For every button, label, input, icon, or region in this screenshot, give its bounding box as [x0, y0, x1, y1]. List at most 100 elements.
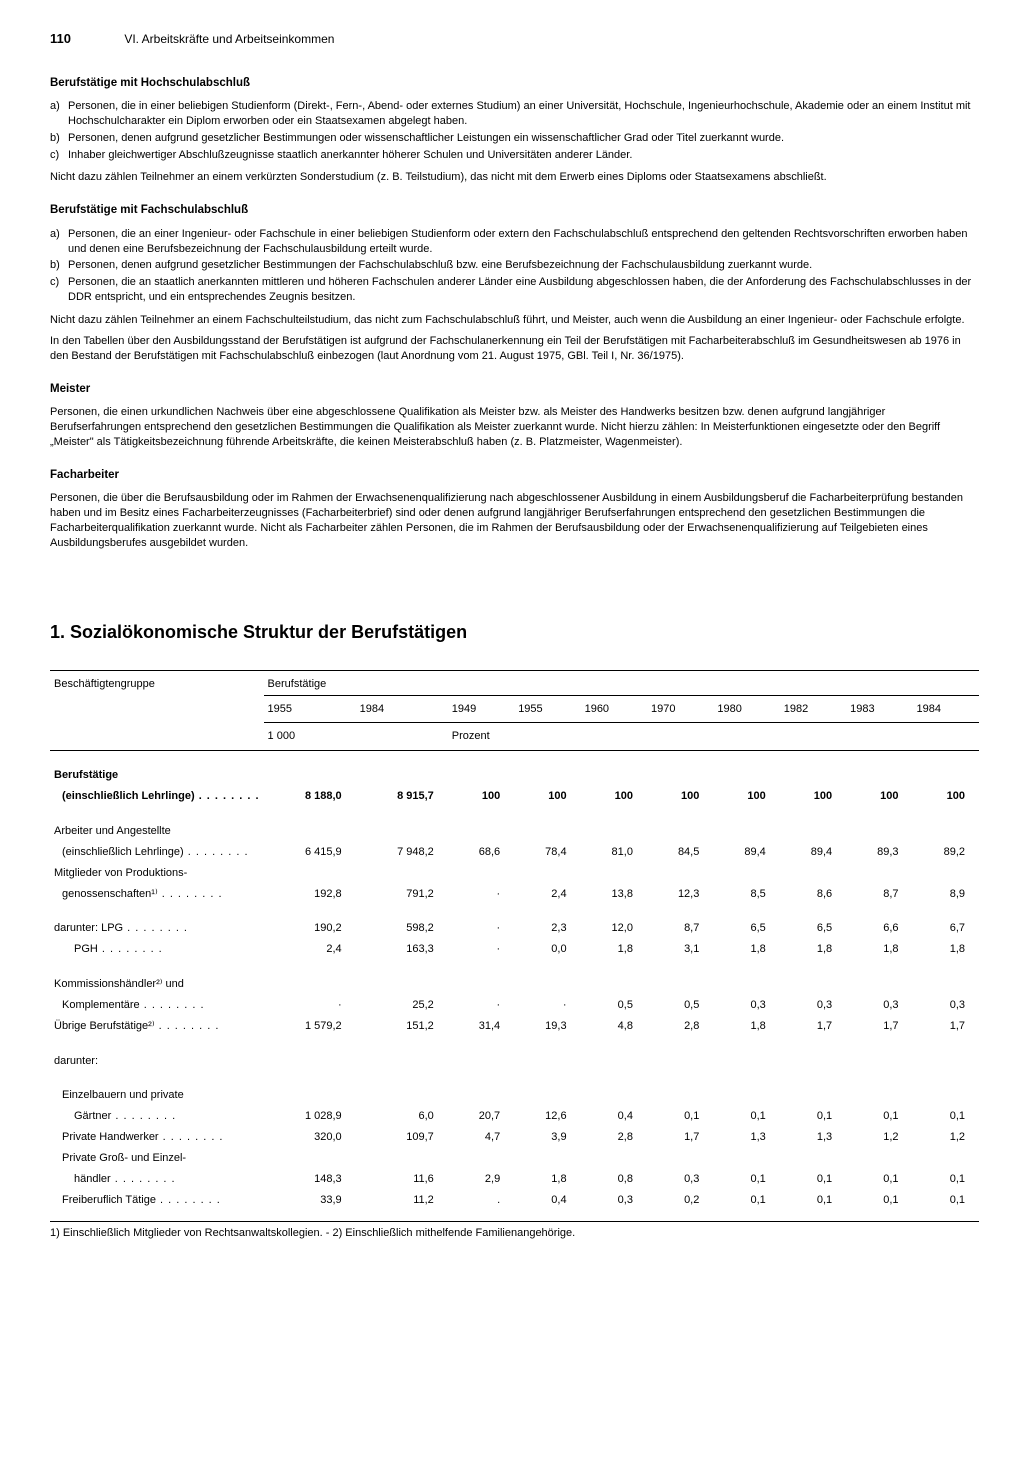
table-footnote: 1) Einschließlich Mitglieder von Rechtsa… [50, 1221, 979, 1241]
cell-value: 8,6 [780, 884, 846, 905]
row-label: Einzelbauern und private [50, 1085, 264, 1106]
table-row: Einzelbauern und private [50, 1085, 979, 1106]
table-row [50, 1071, 979, 1085]
cell-value: . [448, 1190, 514, 1211]
page-header: 110 VI. Arbeitskräfte und Arbeitseinkomm… [50, 30, 979, 48]
cell-value: 3,1 [647, 939, 713, 960]
section2-after1: Nicht dazu zählen Teilnehmer an einem Fa… [50, 313, 979, 328]
cell-value: 8,7 [647, 918, 713, 939]
table-row: Private Groß- und Einzel- [50, 1148, 979, 1169]
unit-1000: 1 000 [264, 723, 448, 751]
cell-value: 1,8 [713, 939, 779, 960]
main-heading: 1. Sozialökonomische Struktur der Berufs… [50, 620, 979, 644]
row-label: Übrige Berufstätige²⁾ [50, 1016, 264, 1037]
cell-value: 190,2 [264, 918, 356, 939]
cell-value: 100 [448, 786, 514, 807]
cell-value: 0,2 [647, 1190, 713, 1211]
list-marker: a) [50, 99, 68, 129]
section1-list: a)Personen, die in einer beliebigen Stud… [50, 99, 979, 162]
year-header: 1955 [514, 695, 580, 723]
cell-value: 100 [581, 786, 647, 807]
section2-title: Berufstätige mit Fachschulabschluß [50, 203, 979, 219]
cell-value: 2,3 [514, 918, 580, 939]
cell-value: 6,5 [780, 918, 846, 939]
data-table: Beschäftigtengruppe Berufstätige 1955198… [50, 670, 979, 1211]
cell-value: 0,3 [713, 995, 779, 1016]
cell-value: · [264, 995, 356, 1016]
table-row: Gärtner1 028,96,020,712,60,40,10,10,10,1… [50, 1106, 979, 1127]
cell-value: 0,1 [846, 1169, 912, 1190]
cell-value: 0,0 [514, 939, 580, 960]
table-row: PGH2,4163,3·0,01,83,11,81,81,81,8 [50, 939, 979, 960]
table-row: händler148,311,62,91,80,80,30,10,10,10,1 [50, 1169, 979, 1190]
cell-value: 2,4 [264, 939, 356, 960]
cell-value: 100 [780, 786, 846, 807]
section3-body: Personen, die einen urkundlichen Nachwei… [50, 405, 979, 450]
year-header: 1984 [356, 695, 448, 723]
cell-value: 6,7 [913, 918, 979, 939]
row-label: Mitglieder von Produktions- [50, 863, 264, 884]
table-row: darunter: LPG190,2598,2·2,312,08,76,56,5… [50, 918, 979, 939]
cell-value: 0,5 [581, 995, 647, 1016]
cell-value: 0,3 [780, 995, 846, 1016]
cell-value: 0,5 [647, 995, 713, 1016]
cell-value: · [448, 939, 514, 960]
row-label: Private Handwerker [50, 1127, 264, 1148]
cell-value: 8,7 [846, 884, 912, 905]
list-text: Personen, die an einer Ingenieur- oder F… [68, 227, 979, 257]
row-label: (einschließlich Lehrlinge) [50, 842, 264, 863]
year-header: 1949 [448, 695, 514, 723]
cell-value: 8 188,0 [264, 786, 356, 807]
year-header: 1982 [780, 695, 846, 723]
cell-value: 84,5 [647, 842, 713, 863]
year-header: 1984 [913, 695, 979, 723]
page-number: 110 [50, 30, 71, 48]
chapter-title: VI. Arbeitskräfte und Arbeitseinkommen [124, 32, 334, 46]
table-row: Freiberuflich Tätige33,911,2.0,40,30,20,… [50, 1190, 979, 1211]
cell-value: 4,8 [581, 1016, 647, 1037]
table-row: Berufstätige [50, 765, 979, 786]
cell-value: 3,9 [514, 1127, 580, 1148]
cell-value: 1,8 [581, 939, 647, 960]
cell-value: 4,7 [448, 1127, 514, 1148]
cell-value: 1,8 [713, 1016, 779, 1037]
list-item: b)Personen, denen aufgrund gesetzlicher … [50, 258, 979, 273]
list-marker: c) [50, 275, 68, 305]
cell-value: 0,3 [913, 995, 979, 1016]
cell-value: 89,3 [846, 842, 912, 863]
cell-value: 0,1 [713, 1190, 779, 1211]
cell-value: 100 [647, 786, 713, 807]
list-marker: a) [50, 227, 68, 257]
cell-value: 2,9 [448, 1169, 514, 1190]
cell-value: 0,3 [846, 995, 912, 1016]
list-item: c)Personen, die an staatlich anerkannten… [50, 275, 979, 305]
cell-value: · [448, 884, 514, 905]
cell-value: 2,8 [647, 1016, 713, 1037]
table-row: (einschließlich Lehrlinge)6 415,97 948,2… [50, 842, 979, 863]
row-label: Gärtner [50, 1106, 264, 1127]
list-item: a)Personen, die an einer Ingenieur- oder… [50, 227, 979, 257]
cell-value: 1 579,2 [264, 1016, 356, 1037]
cell-value: 1,8 [514, 1169, 580, 1190]
cell-value: 13,8 [581, 884, 647, 905]
year-header: 1960 [581, 695, 647, 723]
list-text: Inhaber gleichwertiger Abschlußzeugnisse… [68, 148, 632, 163]
row-label: Berufstätige [50, 765, 264, 786]
cell-value: 6,6 [846, 918, 912, 939]
cell-value: 109,7 [356, 1127, 448, 1148]
year-header: 1970 [647, 695, 713, 723]
col-span-label: Berufstätige [264, 670, 979, 695]
section4-title: Facharbeiter [50, 468, 979, 484]
list-item: c)Inhaber gleichwertiger Abschlußzeugnis… [50, 148, 979, 163]
cell-value: 0,1 [780, 1106, 846, 1127]
table-row [50, 1037, 979, 1051]
cell-value: 100 [514, 786, 580, 807]
table-row: Arbeiter und Angestellte [50, 821, 979, 842]
cell-value: 0,1 [846, 1106, 912, 1127]
cell-value: 0,1 [780, 1190, 846, 1211]
row-label: darunter: LPG [50, 918, 264, 939]
cell-value: · [448, 918, 514, 939]
cell-value: 1,2 [913, 1127, 979, 1148]
table-row [50, 807, 979, 821]
table-row: Mitglieder von Produktions- [50, 863, 979, 884]
